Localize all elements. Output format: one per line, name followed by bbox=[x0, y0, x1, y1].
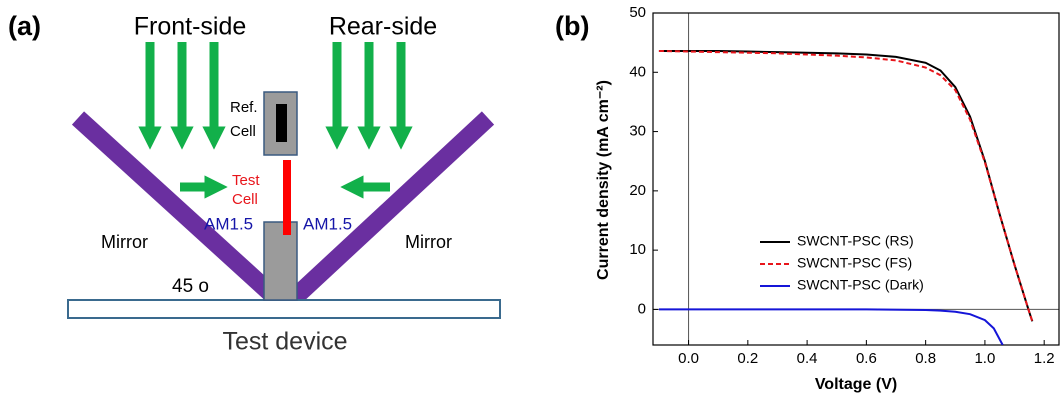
ref-label: Cell bbox=[230, 123, 256, 140]
plot-frame bbox=[652, 12, 1060, 346]
y-tick-label: 40 bbox=[629, 63, 646, 80]
x-tick-label: 0.2 bbox=[737, 350, 758, 367]
test-cell bbox=[283, 160, 291, 235]
am-label: AM1.5 bbox=[204, 214, 253, 233]
y-tick-label: 50 bbox=[629, 4, 646, 21]
x-tick-label: 1.2 bbox=[1034, 350, 1055, 367]
ref-label: Ref. bbox=[230, 99, 258, 116]
legend-label: SWCNT-PSC (Dark) bbox=[797, 277, 924, 293]
series-line bbox=[658, 308, 1004, 345]
x-axis-label: Voltage (V) bbox=[815, 376, 897, 393]
x-tick-label: 1.0 bbox=[974, 350, 995, 367]
x-tick-label: 0.6 bbox=[856, 350, 877, 367]
y-tick-label: 0 bbox=[638, 300, 646, 317]
y-tick-label: 10 bbox=[629, 241, 646, 258]
base bbox=[67, 299, 501, 319]
mirror-label: Mirror bbox=[101, 232, 148, 252]
mirrors bbox=[71, 111, 495, 307]
series-line bbox=[658, 49, 1034, 322]
test-holder bbox=[263, 221, 298, 301]
light-arrows bbox=[138, 42, 413, 199]
am-label: AM1.5 bbox=[303, 214, 352, 233]
test-label: Cell bbox=[232, 191, 258, 208]
panel-label: (a) bbox=[8, 11, 41, 41]
front-label: Front-side bbox=[134, 13, 247, 41]
x-tick-label: 0.8 bbox=[915, 350, 936, 367]
y-tick-label: 20 bbox=[629, 182, 646, 199]
x-tick-label: 0.0 bbox=[678, 350, 699, 367]
series-line bbox=[658, 49, 1034, 322]
x-tick-label: 0.4 bbox=[797, 350, 818, 367]
mirror-label: Mirror bbox=[405, 232, 452, 252]
legend-label: SWCNT-PSC (RS) bbox=[797, 233, 914, 249]
device-label: Test device bbox=[222, 328, 347, 356]
y-axis-label: Current density (mA cm⁻²) bbox=[595, 80, 612, 280]
plot: 0.0 0.2 0.4 0.6 0.8 1.0 1.2 0 10 20 30 40 50 SWCNT-PS… bbox=[629, 4, 1060, 367]
ref-cell bbox=[276, 104, 287, 142]
test-label: Test bbox=[232, 172, 260, 189]
rear-label: Rear-side bbox=[329, 13, 437, 41]
angle-label: 45 o bbox=[172, 276, 209, 297]
legend-label: SWCNT-PSC (FS) bbox=[797, 255, 912, 271]
y-tick-label: 30 bbox=[629, 123, 646, 140]
panel-label: (b) bbox=[555, 11, 589, 41]
